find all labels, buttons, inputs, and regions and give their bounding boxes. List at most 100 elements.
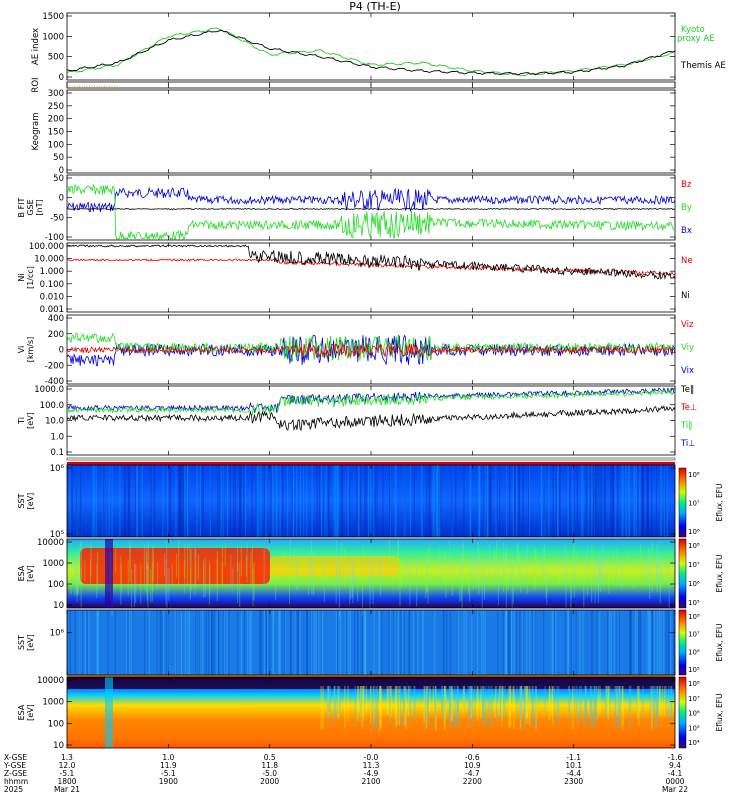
y-axis-label-b-1: GSE — [26, 199, 35, 215]
sst-e-streak — [543, 465, 545, 537]
esa-e-streak — [657, 554, 659, 580]
sst-e-streak — [569, 465, 571, 537]
esa-e-streak — [462, 542, 464, 587]
colorbar-tick-3: 10⁸ — [688, 680, 700, 688]
sst-i-streak — [373, 610, 375, 675]
sst-e-streak — [602, 465, 604, 537]
esa-i-streak — [409, 686, 412, 713]
axis-row-label-1: Y-GSE — [3, 761, 26, 770]
sst-i-streak — [665, 610, 667, 675]
esa-e-streak — [399, 559, 401, 607]
esa-e-streak — [439, 547, 441, 574]
y-axis-label-sst_e-1: [eV] — [26, 493, 35, 510]
sst-i-streak — [639, 610, 642, 675]
esa-e-streak — [535, 550, 537, 584]
sst-i-streak — [244, 610, 246, 675]
esa-e-streak — [246, 541, 248, 583]
sst-i-streak — [358, 610, 360, 675]
sst-i-streak — [79, 610, 81, 675]
sst-i-streak — [86, 610, 88, 675]
sst-e-streak — [95, 465, 97, 537]
sst-e-streak — [428, 465, 430, 537]
esa-i-streak — [653, 686, 655, 713]
sst-i-streak — [415, 610, 417, 675]
sst-i-streak — [449, 610, 452, 675]
sst-e-streak — [633, 465, 635, 537]
sst-i-streak — [607, 610, 609, 675]
y-tick-label-t: 10.0 — [45, 417, 64, 427]
esa-e-streak — [146, 544, 148, 570]
sst-i-streak — [666, 610, 668, 675]
sst-e-streak — [469, 465, 471, 537]
esa-i-streak — [426, 686, 429, 718]
esa-i-streak — [347, 686, 349, 721]
esa-e-streak — [216, 558, 218, 585]
esa-i-streak — [457, 686, 459, 726]
esa-e-streak — [70, 556, 72, 595]
v-series-vix — [66, 334, 676, 367]
sst-e-streak — [105, 465, 107, 537]
sst-e-streak — [123, 465, 125, 537]
esa-e-streak — [97, 552, 99, 591]
sst-e-streak — [625, 465, 627, 537]
sst-i-streak — [335, 610, 337, 675]
n-series-ni — [66, 244, 676, 280]
esa-i-streak — [471, 686, 474, 717]
sst-i-streak — [365, 610, 367, 675]
panel-frame-n — [66, 242, 676, 313]
esa-e-streak — [323, 558, 325, 603]
esa-i-streak — [520, 686, 523, 715]
esa-e-streak — [379, 551, 381, 578]
esa-e-streak — [237, 561, 239, 604]
sst-i-streak — [389, 610, 391, 675]
sst-e-streak — [622, 465, 624, 537]
sst-i-bottom-band — [67, 675, 675, 677]
esa-e-streak — [157, 562, 159, 590]
sst-e-streak — [272, 465, 274, 537]
esa-i-streak — [509, 686, 512, 726]
esa-e-streak — [351, 566, 353, 598]
sst-e-streak — [180, 465, 182, 537]
esa-e-streak — [189, 567, 191, 600]
y-tick-label-keogram: 150 — [48, 128, 64, 138]
sst-i-streak — [199, 610, 201, 675]
sst-i-streak — [80, 610, 82, 675]
esa-e-streak — [526, 544, 528, 594]
y-tick-label-esa_i: 100 — [48, 719, 64, 729]
esa-e-streak — [668, 559, 670, 609]
sst-i-streak — [531, 610, 534, 675]
sst-e-streak — [496, 465, 498, 537]
esa-e-streak — [165, 559, 167, 605]
y-axis-label-esa_e-1: [eV] — [26, 565, 35, 582]
y-axis-label-sst_i-1: [eV] — [26, 634, 35, 651]
esa-i-streak — [398, 686, 401, 726]
sst-i-streak — [97, 610, 99, 675]
sst-i-streak — [358, 610, 360, 675]
t-series-tipar — [66, 389, 676, 416]
esa-i-streak — [544, 686, 546, 713]
esa-i-streak — [670, 686, 672, 719]
esa-e-streak — [583, 559, 585, 608]
sst-i-streak — [386, 610, 388, 675]
esa-e-streak — [129, 540, 131, 583]
colorbar-tick-1: 10⁷ — [688, 561, 700, 569]
esa-e-streak — [224, 543, 226, 567]
sst-i-streak — [187, 610, 189, 675]
esa-e-streak — [308, 560, 309, 596]
sst-e-streak — [637, 465, 639, 537]
esa-e-streak — [591, 562, 593, 603]
sst-e-streak — [582, 465, 584, 537]
esa-i-streak — [379, 686, 381, 730]
sst-i-streak — [297, 610, 300, 675]
y-axis-label-v-0: Vi — [17, 346, 26, 354]
y-tick-label-n: 0.010 — [40, 292, 64, 302]
sst-e-streak — [134, 465, 137, 537]
esa-e-streak — [608, 567, 610, 594]
esa-e-streak — [203, 565, 205, 598]
esa-e-streak — [84, 560, 86, 582]
esa-e-streak — [178, 539, 180, 585]
sst-e-streak — [612, 465, 614, 537]
esa-i-streak — [389, 686, 391, 718]
sst-e-streak — [91, 465, 93, 537]
sst-i-streak — [508, 610, 510, 675]
